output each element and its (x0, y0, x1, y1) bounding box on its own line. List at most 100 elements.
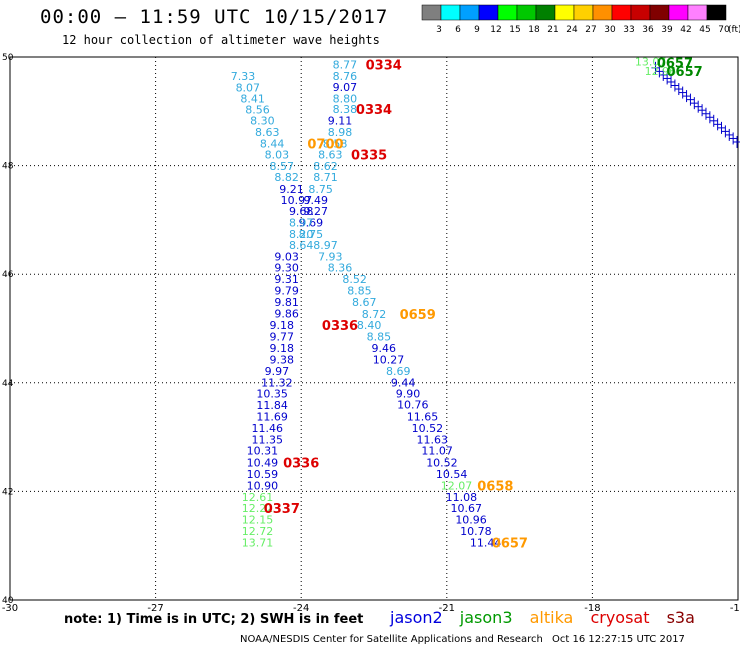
pass-time-label: 0335 (351, 149, 387, 164)
swh-value: 9.03 (274, 250, 299, 263)
swh-value: 10.96 (455, 514, 487, 527)
legend-bin-label: 18 (528, 25, 540, 35)
swh-value: 8.07 (236, 81, 261, 94)
swh-value: 12.15 (242, 514, 274, 527)
swh-value: 8.75 (308, 183, 333, 196)
satellite-jason2: jason2 (390, 608, 443, 627)
legend-swatch (706, 4, 727, 21)
lon-tick-label: -24 (293, 603, 309, 614)
swh-value: 9.79 (274, 284, 299, 297)
swh-value: 9.44 (391, 376, 416, 389)
pass-time-label: 0336 (283, 457, 319, 472)
swh-value: 9.68 (289, 205, 314, 218)
swh-value: 11.07 (421, 445, 453, 458)
swh-value: 9.31 (274, 273, 299, 286)
lat-tick-label: 50 (2, 53, 14, 63)
lat-tick-label: 44 (2, 379, 14, 389)
swh-value: 11.08 (446, 491, 478, 504)
lat-tick-label: 48 (2, 162, 14, 172)
legend-bin-label: 70 (718, 25, 730, 35)
swh-value: 10.31 (247, 445, 279, 458)
swh-value: 8.85 (367, 331, 392, 344)
swh-value: 9.86 (274, 307, 299, 320)
pass-time-label: 0658 (477, 479, 513, 494)
swh-value: 8.72 (362, 308, 387, 321)
swh-value: 8.80 (333, 92, 358, 105)
swh-value: 8.44 (260, 137, 285, 150)
swh-value: 9.46 (371, 342, 396, 355)
swh-value: 8.40 (357, 319, 382, 332)
legend-bin-label: 45 (699, 25, 710, 35)
swh-value: 9.07 (333, 81, 358, 94)
pass-time-label: 0659 (400, 308, 436, 323)
swh-value: 9.27 (304, 205, 329, 218)
swh-value: 11.69 (256, 410, 288, 423)
legend-bin-label: 12 (490, 25, 501, 35)
swh-value: 12.72 (242, 525, 274, 538)
swh-value: 10.49 (247, 457, 279, 470)
legend-bin-label: 33 (623, 25, 634, 35)
lon-tick-label: -18 (584, 603, 600, 614)
swh-value: 8.62 (313, 160, 338, 173)
swh-value: 10.52 (426, 457, 458, 470)
swh-value: 12.61 (242, 491, 274, 504)
satellite-altika: altika (529, 608, 574, 627)
legend-bin-label: 42 (680, 25, 691, 35)
swh-value: 10.67 (450, 502, 482, 515)
swh-value: 9.69 (299, 217, 324, 230)
swh-value: 10.90 (247, 479, 279, 492)
lon-tick-label: -21 (439, 603, 455, 614)
pass-time-label: 0657 (667, 65, 703, 80)
footnote: note: 1) Time is in UTC; 2) SWH is in fe… (64, 612, 364, 627)
lon-tick-label: -27 (147, 603, 163, 614)
swh-value: 8.30 (250, 115, 275, 128)
swh-value: 8.85 (347, 284, 372, 297)
swh-value: 7.93 (318, 250, 343, 263)
swh-value: 8.52 (342, 273, 367, 286)
legend-bin-label: 21 (547, 25, 558, 35)
swh-value: 9.18 (270, 319, 295, 332)
swh-value: 9.97 (265, 365, 290, 378)
swh-value: 8.38 (333, 103, 358, 116)
swh-value: 8.36 (328, 262, 353, 275)
swh-value: 11.63 (416, 433, 448, 446)
pass-time-label: 0334 (356, 103, 392, 118)
swh-value: 11.44 (470, 536, 502, 549)
swh-value: 8.58 (323, 137, 348, 150)
lat-tick-label: 42 (2, 487, 13, 497)
swh-value: 8.56 (245, 104, 270, 117)
pass-time-label: 0336 (322, 319, 358, 334)
pass-time-label: 0657 (657, 56, 693, 71)
swh-value: 7.33 (231, 70, 256, 83)
generation-timestamp: Oct 16 12:27:15 UTC 2017 (552, 634, 685, 645)
swh-value: 13.71 (242, 536, 274, 549)
swh-value: 10.97 (281, 194, 313, 207)
legend-bin-label: 39 (661, 25, 673, 35)
swh-value: 8.71 (313, 171, 338, 184)
swh-value: 9.11 (328, 115, 353, 128)
legend-bin-label: 9 (474, 25, 480, 35)
satellite-jason3: jason3 (459, 608, 513, 627)
swh-value: 10.52 (412, 422, 444, 435)
pass-time-label: 0657 (492, 536, 528, 551)
swh-value: 8.75 (299, 228, 324, 241)
swh-value: 8.97 (289, 217, 314, 230)
swh-value: 10.27 (373, 353, 405, 366)
swh-value: 8.98 (328, 126, 353, 139)
pass-time-label: 0700 (307, 137, 343, 152)
swh-value: 8.69 (386, 365, 411, 378)
swh-value: 10.59 (247, 468, 279, 481)
pass-time-label: 0337 (264, 502, 300, 517)
legend-bin-label: 27 (585, 25, 596, 35)
lon-tick-label: -15 (730, 603, 740, 614)
legend-bin-label: 15 (509, 25, 520, 35)
swh-value: 9.90 (396, 388, 421, 401)
legend-bin-label: 24 (566, 25, 578, 35)
swh-value: 12.07 (441, 479, 473, 492)
swh-value: 9.18 (270, 342, 295, 355)
swh-value: 8.63 (318, 149, 343, 162)
swh-value: 9.21 (279, 183, 304, 196)
swh-value: 11.32 (261, 376, 293, 389)
